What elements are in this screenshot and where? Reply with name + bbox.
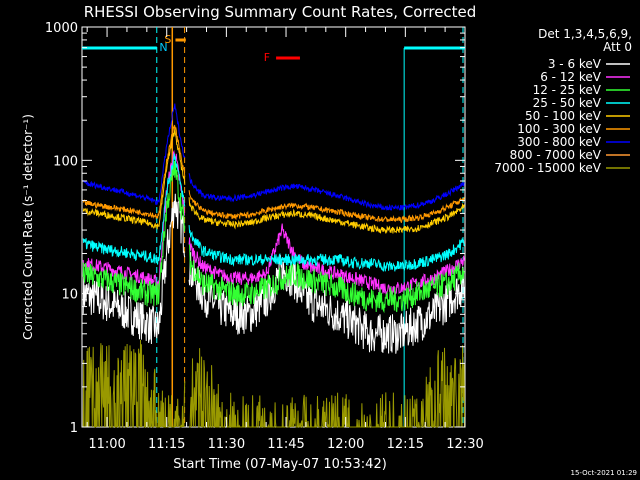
legend-label: 6 - 12 keV [540, 70, 602, 84]
legend-label: 50 - 100 keV [525, 109, 602, 123]
series-line-4 [82, 128, 465, 234]
x-tick-label: 12:15 [387, 437, 424, 452]
annotation-s: S [164, 33, 171, 46]
x-tick-label: 12:00 [327, 437, 364, 452]
legend-label: 800 - 7000 keV [510, 148, 602, 162]
legend-label: 12 - 25 keV [533, 83, 602, 97]
series-line-3 [82, 153, 465, 272]
y-axis-label: Corrected Count Rate (s⁻¹ detector⁻¹) [21, 114, 35, 340]
legend-label: 300 - 800 keV [517, 135, 601, 149]
series-line-8 [82, 339, 465, 428]
y-tick-label: 100 [53, 154, 78, 169]
annotation-n: N [159, 41, 167, 54]
series-line-5 [82, 124, 465, 224]
series-line-2 [82, 158, 465, 314]
legend-label: 100 - 300 keV [517, 122, 601, 136]
legend-label: 25 - 50 keV [533, 96, 602, 110]
x-axis-label: Start Time (07-May-07 10:53:42) [173, 457, 387, 472]
series-line-0 [82, 193, 465, 354]
y-tick-label: 1000 [45, 21, 78, 36]
series-line-1 [82, 149, 465, 295]
x-tick-label: 11:45 [267, 437, 304, 452]
annotation-f: F [264, 51, 270, 64]
x-tick-label: 11:30 [208, 437, 245, 452]
footer-date: 15-Oct-2021 01:29 [571, 469, 637, 477]
legend-label: 7000 - 15000 keV [494, 161, 601, 175]
y-tick-label: 1 [70, 421, 78, 436]
y-tick-label: 10 [61, 288, 78, 303]
series-line-6 [82, 103, 465, 211]
x-tick-label: 11:15 [148, 437, 185, 452]
x-tick-label: 12:30 [446, 437, 483, 452]
x-axis: 11:00 11:15 11:30 11:45 12:00 12:15 12:30 [86, 27, 484, 452]
series-layer [82, 103, 465, 428]
legend-header: Att 0 [603, 40, 632, 54]
legend-header: Det 1,3,4,5,6,9, [538, 27, 632, 41]
x-tick-label: 11:00 [88, 437, 125, 452]
legend-label: 3 - 6 keV [548, 57, 602, 71]
y-axis: 1 10 100 1000 [45, 21, 465, 436]
chart-title: RHESSI Observing Summary Count Rates, Co… [84, 3, 477, 21]
